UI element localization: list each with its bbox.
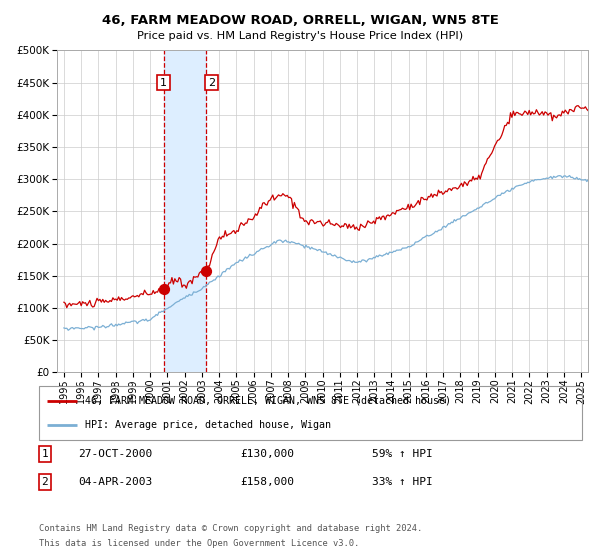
- Text: This data is licensed under the Open Government Licence v3.0.: This data is licensed under the Open Gov…: [39, 539, 359, 548]
- Text: 33% ↑ HPI: 33% ↑ HPI: [372, 477, 433, 487]
- Bar: [164, 50, 206, 372]
- Text: HPI: Average price, detached house, Wigan: HPI: Average price, detached house, Wiga…: [85, 420, 331, 430]
- Text: £158,000: £158,000: [240, 477, 294, 487]
- Text: 59% ↑ HPI: 59% ↑ HPI: [372, 449, 433, 459]
- Text: 1: 1: [41, 449, 49, 459]
- Text: 1: 1: [160, 78, 167, 87]
- Text: 46, FARM MEADOW ROAD, ORRELL, WIGAN, WN5 8TE (detached house): 46, FARM MEADOW ROAD, ORRELL, WIGAN, WN5…: [85, 396, 451, 406]
- Text: Contains HM Land Registry data © Crown copyright and database right 2024.: Contains HM Land Registry data © Crown c…: [39, 524, 422, 533]
- Text: 27-OCT-2000: 27-OCT-2000: [78, 449, 152, 459]
- Text: 2: 2: [208, 78, 215, 87]
- Text: 2: 2: [41, 477, 49, 487]
- Text: £130,000: £130,000: [240, 449, 294, 459]
- Point: [202, 266, 211, 275]
- Point: [160, 284, 169, 293]
- Text: Price paid vs. HM Land Registry's House Price Index (HPI): Price paid vs. HM Land Registry's House …: [137, 31, 463, 41]
- Text: 04-APR-2003: 04-APR-2003: [78, 477, 152, 487]
- Text: 46, FARM MEADOW ROAD, ORRELL, WIGAN, WN5 8TE: 46, FARM MEADOW ROAD, ORRELL, WIGAN, WN5…: [101, 14, 499, 27]
